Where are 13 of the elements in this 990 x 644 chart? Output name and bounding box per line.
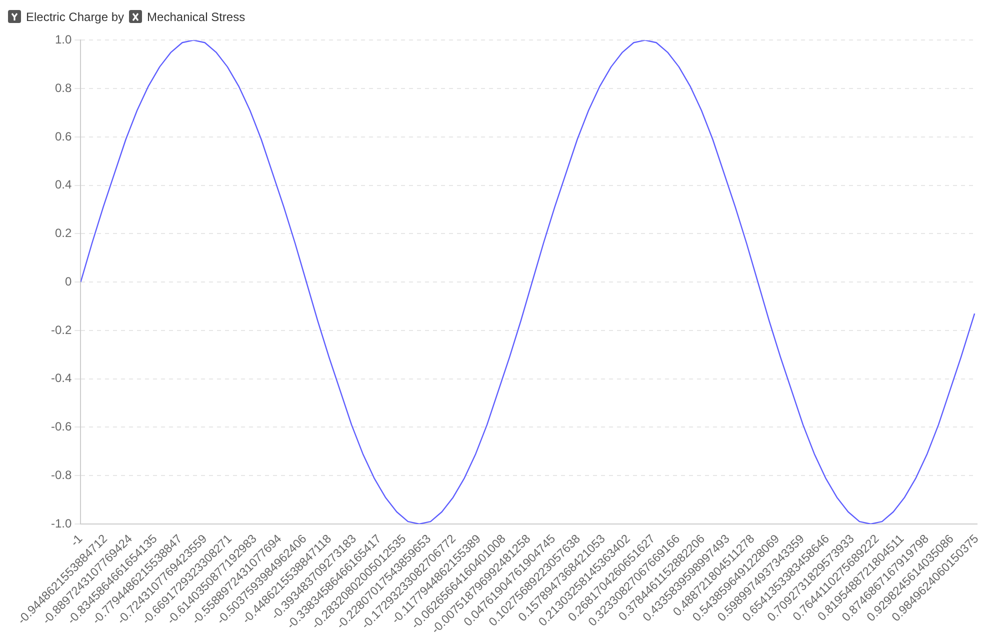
- y-tick-label: 0.6: [54, 129, 72, 144]
- y-tick-label: -0.8: [50, 468, 72, 482]
- y-axis-title: Electric Charge by: [26, 10, 124, 24]
- y-tick-label: 0: [64, 274, 72, 288]
- y-tick-label: -1.0: [50, 516, 72, 530]
- y-tick-label: 1.0: [54, 32, 72, 47]
- y-tick-label: 0.8: [54, 80, 72, 95]
- y-tick-label: -0.2: [50, 322, 72, 337]
- x-axis-title: Mechanical Stress: [147, 10, 246, 24]
- y-tick-label: -0.4: [50, 371, 72, 386]
- y-tick-label: 0.4: [54, 178, 72, 192]
- y-tick-label: -0.6: [50, 420, 72, 434]
- y-tick-label: 0.2: [54, 226, 72, 240]
